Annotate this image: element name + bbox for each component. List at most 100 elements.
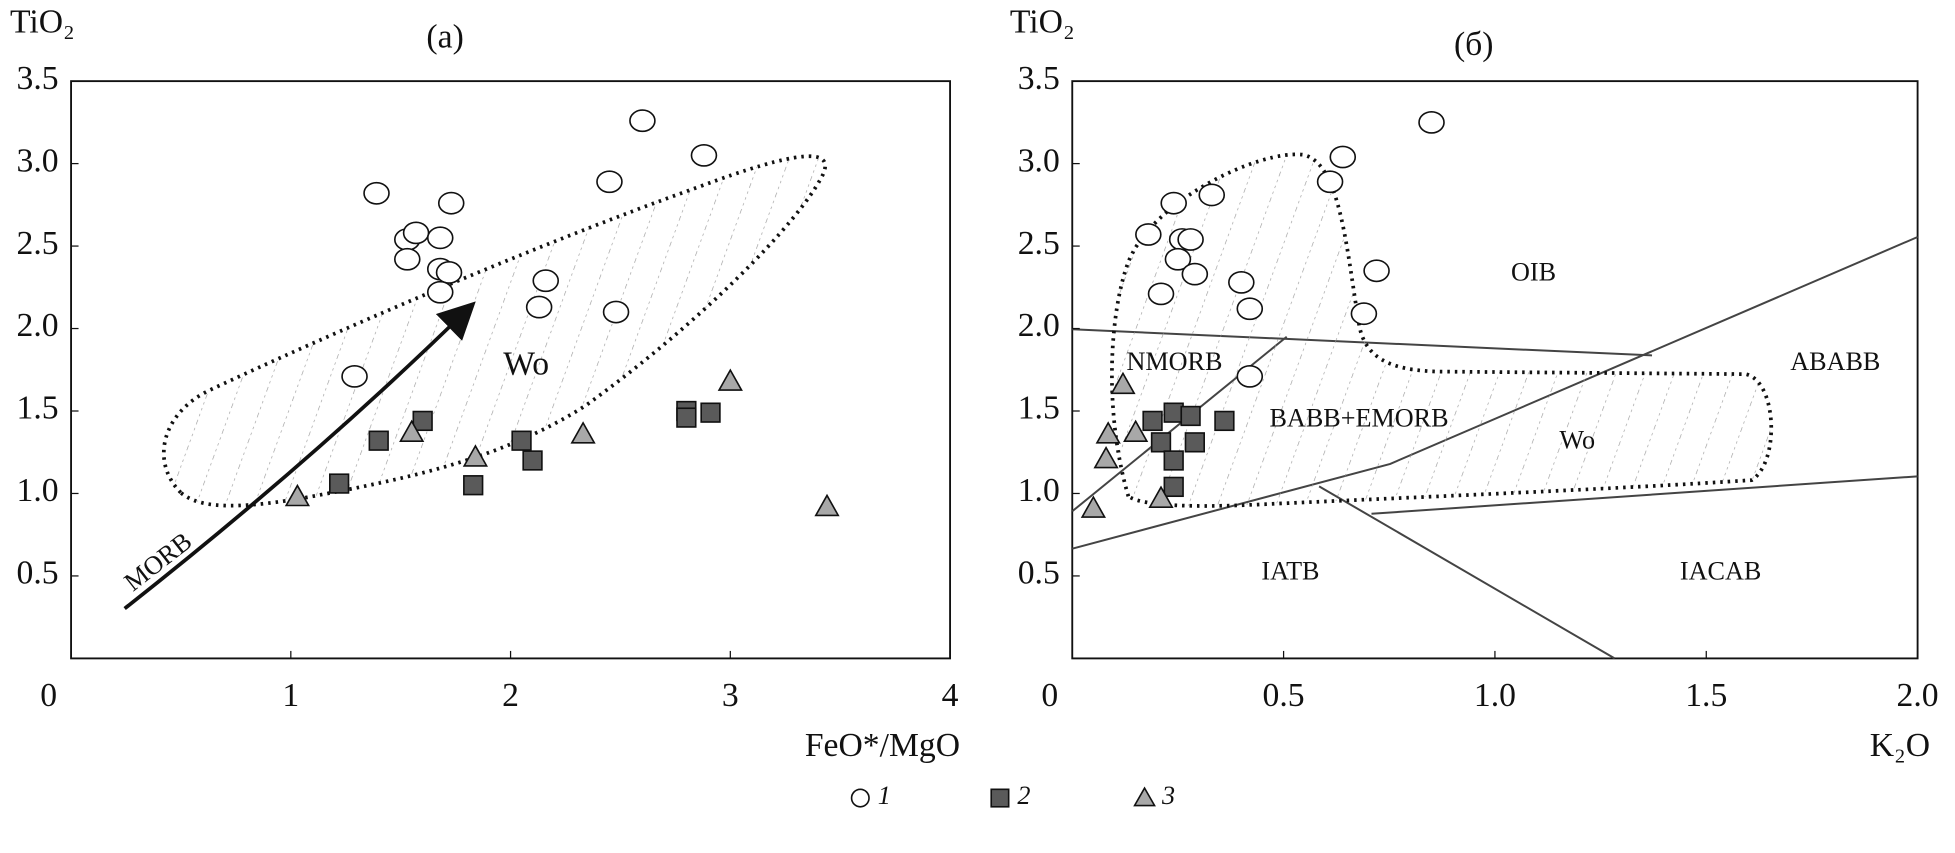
data-point <box>1163 402 1184 423</box>
data-point <box>1148 485 1174 508</box>
data-point <box>1350 302 1378 326</box>
data-point <box>329 473 350 494</box>
data-point <box>1316 170 1344 194</box>
y-tick-label: 1.0 <box>1018 472 1060 509</box>
y-axis-label: TiO₂ <box>1010 4 1075 41</box>
data-point <box>437 191 465 215</box>
x-tick-label: 1.5 <box>1685 677 1727 714</box>
data-point <box>1164 247 1192 271</box>
legend-label: 2 <box>1017 781 1030 810</box>
data-point <box>412 410 433 432</box>
data-point <box>1198 183 1226 207</box>
data-point <box>1236 297 1264 321</box>
annotation: IATB <box>1261 557 1319 586</box>
y-tick-label: 0.5 <box>1018 555 1060 592</box>
legend-symbol <box>1133 786 1156 807</box>
data-point <box>284 483 311 507</box>
y-axis-label: TiO₂ <box>10 4 75 41</box>
chart-title: (б) <box>1454 26 1494 63</box>
data-point <box>462 444 489 467</box>
data-point <box>1093 445 1119 469</box>
y-tick-label: 0.5 <box>17 555 59 592</box>
data-point <box>602 300 630 324</box>
annotation: OIB <box>1511 257 1556 286</box>
data-point <box>1236 364 1264 388</box>
data-point <box>1147 282 1175 306</box>
data-point <box>532 269 560 293</box>
morb-arrow <box>123 301 476 611</box>
y-tick-label: 2.5 <box>17 225 59 262</box>
data-point <box>596 170 623 194</box>
y-tick-label: 3.0 <box>1018 142 1060 179</box>
data-point <box>1160 191 1187 215</box>
data-point <box>426 226 454 250</box>
data-point <box>463 475 484 496</box>
y-tick-label: 3.5 <box>1018 60 1060 97</box>
data-point <box>700 402 721 423</box>
data-point <box>399 419 425 442</box>
data-point <box>717 368 743 391</box>
data-point <box>1080 495 1106 518</box>
data-point <box>402 221 430 245</box>
y-tick-label: 1.0 <box>17 472 59 509</box>
data-point <box>690 143 718 167</box>
data-point <box>1163 476 1184 498</box>
x-tick-label: 4 <box>942 677 959 714</box>
legend-label: 1 <box>878 781 891 810</box>
x-tick-label: 1.0 <box>1474 677 1516 714</box>
legend-label: 3 <box>1161 781 1175 810</box>
chart-title: (a) <box>426 19 463 56</box>
data-point <box>1181 262 1209 286</box>
data-point <box>341 364 368 388</box>
y-tick-label: 2.0 <box>1018 307 1060 344</box>
x-tick-label: 0.5 <box>1263 677 1305 714</box>
data-point <box>1110 371 1136 395</box>
y-tick-label: 2.5 <box>1018 225 1060 262</box>
x-tick-label: 1 <box>282 677 299 714</box>
wo-field <box>1110 152 1774 508</box>
x-tick-label: 0 <box>40 677 57 714</box>
y-tick-label: 3.5 <box>17 60 59 97</box>
annotation: BABB+EMORB <box>1269 403 1448 432</box>
legend-symbol <box>850 788 870 808</box>
data-point <box>1418 110 1445 134</box>
x-tick-label: 3 <box>722 677 739 714</box>
data-point <box>522 450 543 471</box>
data-point <box>1180 405 1201 427</box>
data-point <box>1228 270 1255 294</box>
x-tick-label: 2.0 <box>1897 677 1939 714</box>
y-tick-label: 3.0 <box>17 142 59 179</box>
y-tick-label: 2.0 <box>17 307 59 344</box>
data-point <box>1163 450 1184 471</box>
y-tick-label: 1.5 <box>17 390 59 427</box>
data-point <box>570 421 596 444</box>
data-point <box>1184 432 1205 453</box>
wo-field <box>161 154 828 508</box>
y-tick-label: 1.5 <box>1018 390 1060 427</box>
x-axis-label: FeO*/MgO <box>805 727 960 764</box>
data-point <box>814 493 840 517</box>
data-point <box>435 261 463 284</box>
data-point <box>363 181 390 205</box>
x-tick-label: 0 <box>1041 677 1058 714</box>
data-point <box>394 247 421 271</box>
annotation: Wo <box>503 345 549 382</box>
x-tick-label: 2 <box>502 677 519 714</box>
data-point <box>1363 259 1390 283</box>
data-point <box>1214 410 1235 432</box>
data-point <box>368 430 389 451</box>
data-point <box>1123 419 1149 442</box>
data-point <box>426 280 454 304</box>
data-point <box>629 109 656 133</box>
data-point <box>1095 421 1121 444</box>
data-point <box>1142 410 1163 432</box>
data-point <box>1135 223 1162 246</box>
x-axis-label: K₂O <box>1870 727 1930 764</box>
annotation: Wo <box>1559 426 1595 455</box>
data-point <box>511 430 532 451</box>
data-point <box>525 295 553 319</box>
data-point <box>1177 228 1204 251</box>
data-point <box>676 407 697 428</box>
annotation: IACAB <box>1680 557 1761 586</box>
